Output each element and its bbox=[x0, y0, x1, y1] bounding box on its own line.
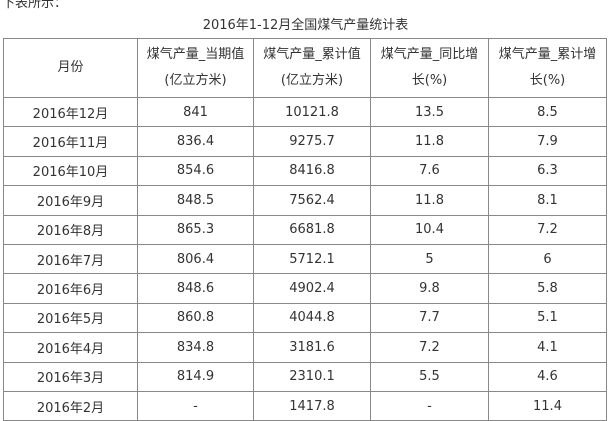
table-cell: 1417.8 bbox=[253, 390, 371, 421]
table-cell: 2016年3月 bbox=[3, 361, 138, 392]
table-row: 2016年10月 854.6 8416.8 7.6 6.3 bbox=[3, 155, 607, 187]
table-row: 2016年4月 834.8 3181.6 7.2 4.1 bbox=[3, 332, 607, 363]
table-row: 2016年6月 848.6 4902.4 9.8 5.8 bbox=[3, 273, 607, 304]
table-row: 2016年5月 860.8 4044.8 7.7 5.1 bbox=[3, 302, 607, 334]
table-cell: 2016年10月 bbox=[3, 155, 138, 187]
header-line: (亿立方米) bbox=[280, 73, 344, 88]
table-cell: 814.9 bbox=[137, 361, 254, 392]
table-cell: 2016年5月 bbox=[3, 302, 138, 334]
table-cell: 5 bbox=[370, 243, 489, 275]
table-cell: 2016年4月 bbox=[3, 332, 138, 363]
header-cell: 月份 bbox=[3, 38, 138, 98]
table-cell: 7.2 bbox=[488, 214, 607, 245]
header-line: 月份 bbox=[57, 60, 84, 75]
table-cell: 7.2 bbox=[370, 332, 489, 363]
table-cell: 5.1 bbox=[488, 302, 607, 334]
table-cell: 6.3 bbox=[488, 155, 607, 187]
table-cell: 13.5 bbox=[370, 96, 489, 128]
table-cell: 3181.6 bbox=[253, 332, 371, 363]
table-row: 2016年9月 848.5 7562.4 11.8 8.1 bbox=[3, 185, 607, 216]
table-cell: 11.8 bbox=[370, 185, 489, 216]
table-cell: 7.9 bbox=[488, 126, 607, 157]
header-line: 煤气产量_当期值 bbox=[146, 47, 245, 62]
header-line: 煤气产量_累计增 bbox=[498, 47, 597, 62]
table-cell: 2016年9月 bbox=[3, 185, 138, 216]
table-cell: 5712.1 bbox=[253, 243, 371, 275]
table-cell: 4044.8 bbox=[253, 302, 371, 334]
table-cell: 2016年12月 bbox=[3, 96, 138, 128]
header-cell: 煤气产量_同比增 长(%) bbox=[370, 38, 489, 98]
table-row: 2016年2月 -1417.8-11.4 bbox=[3, 390, 607, 421]
table-cell: 5.8 bbox=[488, 273, 607, 304]
table-cell: 6 bbox=[488, 243, 607, 275]
table-cell: 7562.4 bbox=[253, 185, 371, 216]
table-cell: 9275.7 bbox=[253, 126, 371, 157]
table-cell: 2016年8月 bbox=[3, 214, 138, 245]
table-cell: 11.4 bbox=[488, 390, 607, 421]
table-cell: 10.4 bbox=[370, 214, 489, 245]
table-cell: 841 bbox=[137, 96, 254, 128]
table-cell: 2310.1 bbox=[253, 361, 371, 392]
table-cell: 2016年6月 bbox=[3, 273, 138, 304]
header-line: 煤气产量_同比增 bbox=[380, 47, 479, 62]
table-cell: 2016年7月 bbox=[3, 243, 138, 275]
intro-text: 下表所示： bbox=[2, 0, 68, 11]
table-row: 2016年12月 841 10121.8 13.5 8.5 bbox=[3, 96, 607, 128]
table-body: 2016年12月 841 10121.8 13.5 8.5 2016年11月 836.4 92… bbox=[3, 96, 607, 421]
table-row: 2016年8月 865.3 6681.8 10.4 7.2 bbox=[3, 214, 607, 245]
table-row: 2016年11月 836.4 9275.7 11.8 7.9 bbox=[3, 126, 607, 157]
table-title: 2016年1-12月全国煤气产量统计表 bbox=[202, 18, 409, 33]
table-cell: 2016年11月 bbox=[3, 126, 138, 157]
table-cell: 6681.8 bbox=[253, 214, 371, 245]
table-cell: 854.6 bbox=[137, 155, 254, 187]
table-cell: 4.1 bbox=[488, 332, 607, 363]
table-cell: 865.3 bbox=[137, 214, 254, 245]
table-cell: 8.5 bbox=[488, 96, 607, 128]
table-cell: 7.7 bbox=[370, 302, 489, 334]
table-cell: 836.4 bbox=[137, 126, 254, 157]
header-cell: 煤气产量_当期值 (亿立方米) bbox=[137, 38, 254, 98]
table-cell: - bbox=[370, 390, 489, 421]
table-cell: 2016年2月 bbox=[3, 390, 138, 421]
table-cell: - bbox=[137, 390, 254, 421]
table-cell: 7.6 bbox=[370, 155, 489, 187]
header-line: 煤气产量_累计值 bbox=[263, 47, 361, 62]
table-cell: 848.6 bbox=[137, 273, 254, 304]
table-cell: 860.8 bbox=[137, 302, 254, 334]
table-cell: 10121.8 bbox=[253, 96, 371, 128]
table-row: 2016年7月 806.4 5712.1 5 6 bbox=[3, 243, 607, 275]
table-cell: 4.6 bbox=[488, 361, 607, 392]
table-cell: 11.8 bbox=[370, 126, 489, 157]
table-cell: 4902.4 bbox=[253, 273, 371, 304]
table-cell: 5.5 bbox=[370, 361, 489, 392]
header-line: 长(%) bbox=[411, 73, 448, 88]
header-cell: 煤气产量_累计增 长(%) bbox=[488, 38, 607, 98]
table-row: 2016年3月 814.9 2310.1 5.5 4.6 bbox=[3, 361, 607, 392]
data-table: 月份 煤气产量_当期值 (亿立方米) 煤气产量_累计值 (亿立方米) 煤气产量_同比增 长(… bbox=[3, 38, 607, 421]
header-cell: 煤气产量_累计值 (亿立方米) bbox=[253, 38, 371, 98]
header-line: 长(%) bbox=[529, 73, 566, 88]
table-cell: 834.8 bbox=[137, 332, 254, 363]
table-cell: 806.4 bbox=[137, 243, 254, 275]
table-cell: 9.8 bbox=[370, 273, 489, 304]
table-cell: 848.5 bbox=[137, 185, 254, 216]
header-row: 月份 煤气产量_当期值 (亿立方米) 煤气产量_累计值 (亿立方米) 煤气产量_同比增 长(… bbox=[3, 38, 607, 98]
table-cell: 8.1 bbox=[488, 185, 607, 216]
table-cell: 8416.8 bbox=[253, 155, 371, 187]
header-line: (亿立方米) bbox=[164, 73, 227, 88]
